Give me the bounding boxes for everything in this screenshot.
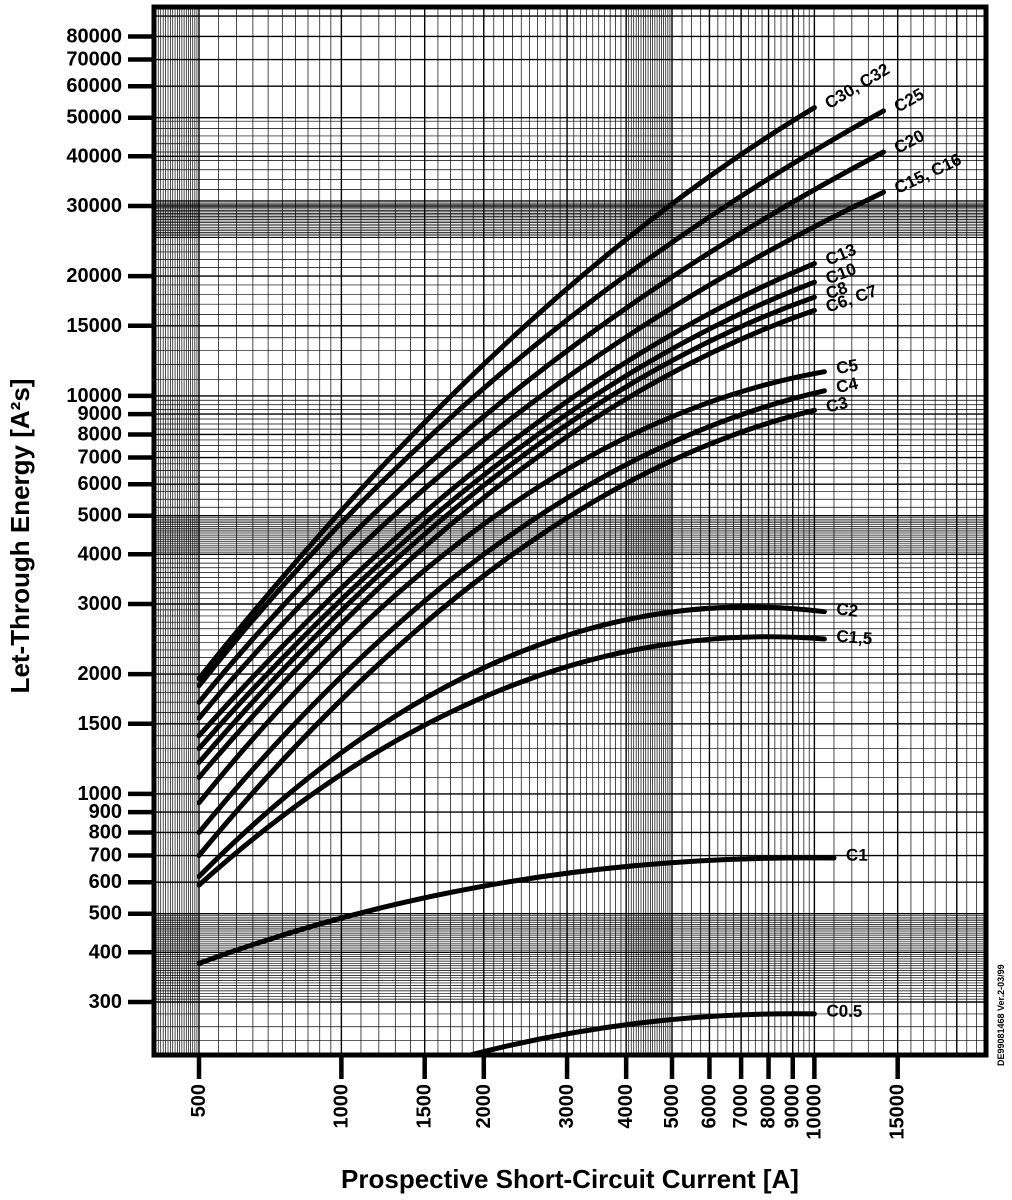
x-tick-label: 2000 xyxy=(473,1084,495,1129)
curve-c15-c16 xyxy=(196,189,886,721)
curves xyxy=(196,105,886,1056)
y-tick-label: 80000 xyxy=(66,25,122,47)
curve-label-c3: C3 xyxy=(824,393,850,417)
y-tick-label: 9000 xyxy=(78,403,123,425)
y-tick-label: 40000 xyxy=(66,145,122,167)
y-tick-label: 300 xyxy=(89,991,122,1013)
axis-tick-labels: 3004005006007008009001000150020003000400… xyxy=(66,25,908,1139)
curve-c1 xyxy=(196,855,837,966)
y-tick-label: 3000 xyxy=(78,593,123,615)
y-tick-label: 700 xyxy=(89,845,122,867)
curve-label-c0-5: C0.5 xyxy=(826,1001,862,1020)
document-number-note: DE99081468 Ver.2-03/99 xyxy=(996,964,1006,1066)
y-tick-label: 6000 xyxy=(78,473,123,495)
y-tick-label: 2000 xyxy=(78,663,123,685)
curve-c25 xyxy=(196,108,886,689)
curve-c2 xyxy=(196,604,827,879)
y-tick-label: 800 xyxy=(89,821,122,843)
curve-c6-c7 xyxy=(196,307,817,780)
y-tick-label: 50000 xyxy=(66,107,122,129)
y-tick-label: 7000 xyxy=(78,447,123,469)
curve-c13 xyxy=(196,261,817,739)
x-tick-label: 1500 xyxy=(414,1084,436,1129)
curve-c4 xyxy=(196,388,827,835)
grid-lines xyxy=(153,6,987,1056)
curve-c5 xyxy=(196,369,827,806)
y-tick-label: 10000 xyxy=(66,385,122,407)
y-tick-label: 5000 xyxy=(78,505,123,527)
curve-c8 xyxy=(196,294,817,765)
y-tick-label: 600 xyxy=(89,871,122,893)
x-tick-label: 15000 xyxy=(887,1084,909,1140)
y-tick-label: 60000 xyxy=(66,75,122,97)
curve-c0-5 xyxy=(459,1011,817,1056)
y-tick-label: 500 xyxy=(89,903,122,925)
curve-c1-5 xyxy=(196,634,827,888)
y-tick-label: 1500 xyxy=(78,713,123,735)
y-tick-label: 400 xyxy=(89,941,122,963)
y-tick-label: 8000 xyxy=(78,423,123,445)
y-tick-label: 1000 xyxy=(78,783,123,805)
y-tick-label: 15000 xyxy=(66,315,122,337)
curve-c3 xyxy=(196,407,817,858)
y-tick-label: 30000 xyxy=(66,195,122,217)
y-tick-label: 70000 xyxy=(66,49,122,71)
curve-c30-c32 xyxy=(196,105,817,681)
curve-c20 xyxy=(196,149,886,705)
y-tick-label: 20000 xyxy=(66,265,122,287)
curve-label-c1: C1 xyxy=(846,846,868,865)
y-tick-label: 900 xyxy=(89,801,122,823)
x-tick-label: 7000 xyxy=(730,1084,752,1129)
y-axis-title: Let-Through Energy [A²s] xyxy=(5,378,35,694)
curve-label-c2: C2 xyxy=(835,599,859,621)
x-tick-label: 1000 xyxy=(330,1084,352,1129)
curve-c10 xyxy=(196,279,817,751)
x-tick-label: 4000 xyxy=(615,1084,637,1129)
x-axis-title: Prospective Short-Circuit Current [A] xyxy=(341,1164,799,1194)
curve-label-c1-5: C1,5 xyxy=(836,627,873,649)
curve-label-c4: C4 xyxy=(834,374,860,397)
x-tick-label: 9000 xyxy=(782,1084,804,1129)
x-tick-label: 10000 xyxy=(803,1084,825,1140)
curve-label-c25: C25 xyxy=(891,84,927,116)
curve-label-c5: C5 xyxy=(835,356,860,378)
axis-ticks xyxy=(128,34,900,1079)
curve-label-c20: C20 xyxy=(891,126,927,157)
x-tick-label: 6000 xyxy=(698,1084,720,1129)
plot-frame xyxy=(151,4,989,1058)
x-tick-label: 3000 xyxy=(556,1084,578,1129)
y-tick-label: 4000 xyxy=(78,543,123,565)
x-tick-label: 5000 xyxy=(661,1084,683,1129)
x-tick-label: 500 xyxy=(188,1084,210,1117)
x-tick-label: 8000 xyxy=(758,1084,780,1129)
